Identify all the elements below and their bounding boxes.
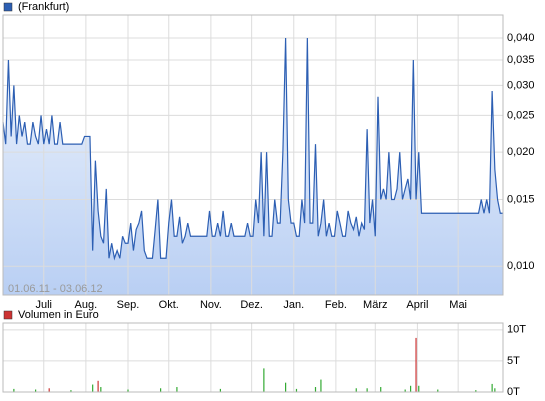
volume-bar [475, 390, 477, 392]
date-range: 01.06.11 - 03.06.12 [8, 283, 103, 295]
x-tick-label: Nov. [200, 299, 222, 311]
volume-bar [100, 387, 102, 392]
volume-bar [380, 387, 382, 392]
volume-bar [285, 382, 287, 392]
legend-swatch [3, 310, 13, 320]
plot-border [2, 322, 504, 393]
y-tick-label: 0,025 [507, 109, 535, 121]
volume-bar [404, 389, 406, 392]
volume-bar [314, 387, 317, 392]
volume-bar [127, 389, 129, 392]
y-tick-label: 0,010 [507, 260, 535, 272]
x-tick-label: Okt. [159, 299, 179, 311]
volume-bar [35, 389, 37, 392]
volume-bar [494, 388, 496, 392]
volume-bar [355, 388, 357, 392]
y-tick-label: 10T [507, 324, 526, 336]
volume-bar [92, 384, 94, 392]
volume-bar [97, 380, 99, 392]
volume-bar [160, 388, 162, 392]
volume-bar [410, 385, 412, 392]
x-tick-label: April [406, 299, 428, 311]
y-tick-label: 0T [507, 386, 520, 398]
y-tick-label: 5T [507, 355, 520, 367]
x-tick-label: Sep. [117, 299, 140, 311]
x-tick-label: Feb. [325, 299, 347, 311]
x-tick-label: März [363, 299, 387, 311]
volume-bar [70, 390, 72, 392]
legend-swatch [3, 2, 13, 12]
volume-bar [415, 337, 417, 392]
legend-label: (Frankfurt) [18, 1, 69, 13]
x-tick-label: Dez. [240, 299, 263, 311]
y-tick-label: 0,020 [507, 146, 535, 158]
price-line [2, 37, 503, 261]
volume-bar [219, 388, 221, 392]
x-tick-label: Mai [449, 299, 467, 311]
y-tick-label: 0,030 [507, 79, 535, 91]
legend-label: Volumen in Euro [18, 309, 99, 321]
volume-bar [418, 385, 420, 392]
plot-border [2, 14, 504, 296]
volume-bar [176, 387, 178, 392]
y-tick-label: 0,040 [507, 32, 535, 44]
volume-bar [48, 388, 50, 392]
volume-bar [491, 383, 493, 392]
y-tick-label: 0,035 [507, 54, 535, 66]
volume-bar [263, 368, 265, 392]
x-tick-label: Juli [36, 299, 53, 311]
volume-bar [13, 388, 15, 392]
y-tick-label: 0,015 [507, 193, 535, 205]
volume-bar [320, 379, 322, 392]
volume-bar [437, 389, 439, 392]
volume-bar [366, 388, 368, 392]
plot-frame [2, 322, 504, 393]
volume-bar [295, 388, 298, 392]
x-tick-label: Jan. [283, 299, 304, 311]
x-tick-label: Aug. [75, 299, 98, 311]
